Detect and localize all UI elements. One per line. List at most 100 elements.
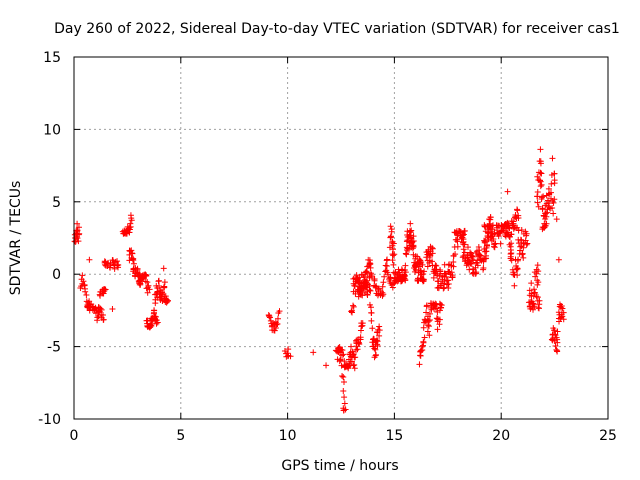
data-point: [402, 276, 409, 283]
data-point: [549, 155, 556, 162]
data-point: [515, 214, 522, 221]
data-point: [368, 309, 375, 316]
data-point: [547, 189, 554, 196]
data-point: [508, 240, 515, 247]
data-point: [508, 231, 515, 238]
data-point: [520, 254, 527, 261]
data-point: [360, 282, 367, 289]
data-point: [421, 268, 428, 275]
data-point: [536, 301, 543, 308]
data-point: [535, 279, 542, 286]
data-point: [152, 313, 159, 320]
data-point: [75, 238, 82, 245]
y-tick-label: -5: [47, 340, 61, 356]
data-point: [519, 251, 526, 258]
data-point: [534, 188, 541, 195]
data-point: [374, 342, 381, 349]
data-point: [551, 177, 558, 184]
data-point: [146, 286, 153, 293]
data-point: [434, 326, 441, 333]
data-point: [544, 197, 551, 204]
data-point: [445, 281, 452, 288]
data-point: [551, 196, 558, 203]
data-point: [361, 278, 368, 285]
data-point: [534, 262, 541, 269]
data-point: [402, 262, 409, 269]
data-point: [369, 339, 376, 346]
data-point: [350, 362, 357, 369]
data-point: [388, 228, 395, 235]
data-point: [514, 272, 521, 279]
data-point: [376, 323, 383, 330]
data-point: [323, 362, 330, 369]
data-point: [519, 250, 526, 257]
data-point: [410, 233, 417, 240]
data-point: [390, 240, 397, 247]
data-point: [408, 227, 415, 234]
data-point: [407, 220, 414, 227]
data-point: [350, 303, 357, 310]
data-point: [524, 240, 531, 247]
data-point: [357, 334, 364, 341]
data-point: [372, 346, 379, 353]
data-point: [535, 304, 542, 311]
data-point: [74, 235, 81, 242]
data-point: [534, 199, 541, 206]
data-point: [348, 308, 355, 315]
data-point: [517, 247, 524, 254]
data-point: [97, 305, 104, 312]
data-point: [339, 372, 346, 379]
data-point: [489, 226, 496, 233]
data-point: [390, 252, 397, 259]
data-point: [450, 258, 457, 265]
data-point: [380, 291, 387, 298]
data-point: [497, 240, 504, 247]
data-point: [560, 316, 567, 323]
data-point: [515, 256, 522, 263]
x-tick-label: 15: [385, 428, 403, 444]
data-point: [127, 220, 134, 227]
data-point: [310, 349, 317, 356]
data-point: [376, 327, 383, 334]
data-point: [448, 269, 455, 276]
data-point: [359, 320, 366, 327]
data-point: [341, 400, 348, 407]
data-point: [545, 185, 552, 192]
data-point: [491, 243, 498, 250]
data-point: [127, 212, 134, 219]
data-point: [543, 213, 550, 220]
data-point: [461, 227, 468, 234]
x-tick-label: 0: [70, 428, 79, 444]
data-point: [379, 283, 386, 290]
data-point: [444, 277, 451, 284]
data-point: [340, 373, 347, 380]
data-point: [421, 334, 428, 341]
data-point: [473, 269, 480, 276]
data-point: [376, 332, 383, 339]
chart-title: Day 260 of 2022, Sidereal Day-to-day VTE…: [54, 21, 620, 37]
x-tick-label: 10: [279, 428, 297, 444]
data-point: [109, 305, 116, 312]
data-point: [552, 342, 559, 349]
data-point: [385, 271, 392, 278]
data-point: [532, 273, 539, 280]
data-point: [426, 332, 433, 339]
data-point: [155, 278, 162, 285]
axis-ticks: 0 5 10 15 20 25 -10 -5 0 5 10 15: [38, 50, 617, 444]
data-point: [367, 264, 374, 271]
data-point: [341, 358, 348, 365]
data-point: [369, 325, 376, 332]
data-point: [426, 316, 433, 323]
data-point: [86, 256, 93, 263]
data-point: [367, 287, 374, 294]
data-point: [551, 327, 558, 334]
data-point: [341, 378, 348, 385]
data-point: [142, 278, 149, 285]
data-point: [460, 238, 467, 245]
data-point: [424, 328, 431, 335]
data-point: [511, 271, 518, 278]
data-point: [507, 255, 514, 262]
data-point: [75, 231, 82, 238]
data-point: [538, 181, 545, 188]
